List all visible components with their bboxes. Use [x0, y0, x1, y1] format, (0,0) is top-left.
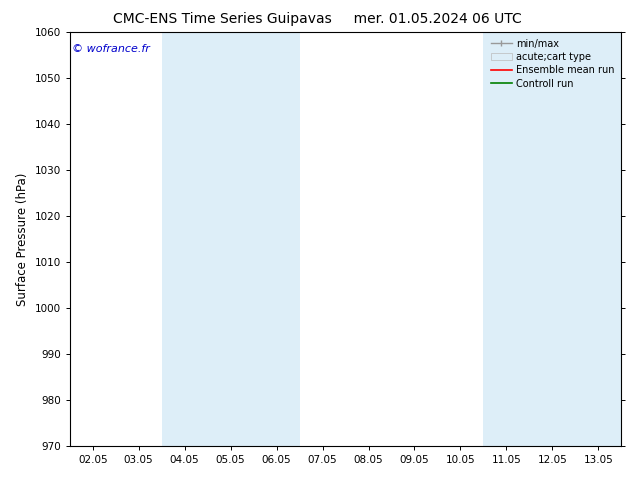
Text: CMC-ENS Time Series Guipavas     mer. 01.05.2024 06 UTC: CMC-ENS Time Series Guipavas mer. 01.05.… — [113, 12, 521, 26]
Y-axis label: Surface Pressure (hPa): Surface Pressure (hPa) — [16, 172, 29, 306]
Bar — [483, 32, 621, 446]
Legend: min/max, acute;cart type, Ensemble mean run, Controll run: min/max, acute;cart type, Ensemble mean … — [489, 37, 616, 91]
Bar — [162, 32, 299, 446]
Text: © wofrance.fr: © wofrance.fr — [72, 44, 150, 54]
